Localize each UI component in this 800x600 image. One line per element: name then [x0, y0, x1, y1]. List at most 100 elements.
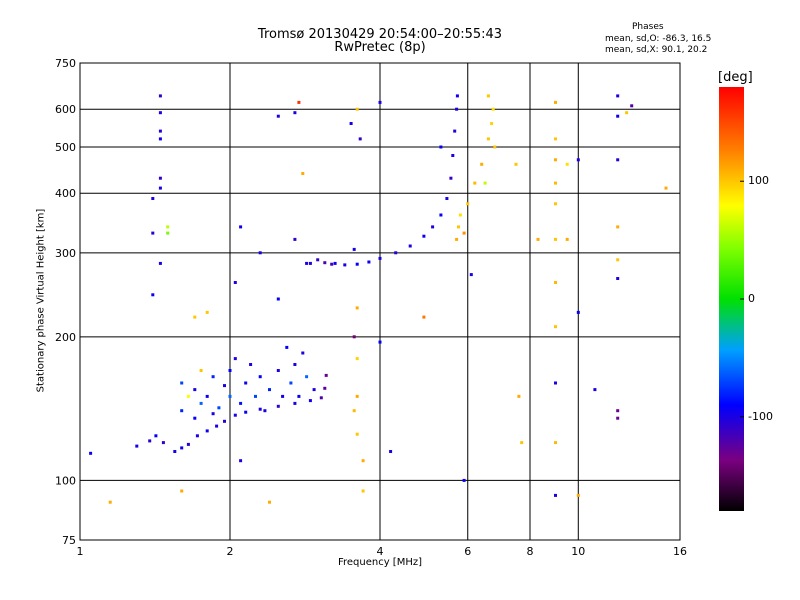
data-point [554, 281, 557, 284]
data-point [431, 225, 435, 229]
data-point [378, 100, 382, 104]
x-tick-label: 8 [527, 545, 534, 558]
data-point [361, 459, 365, 463]
data-point [517, 394, 521, 398]
data-point [297, 100, 301, 104]
phases-o-stats: mean, sd,O: -86.3, 16.5 [605, 34, 712, 44]
data-point [276, 404, 280, 408]
data-point [205, 394, 209, 398]
data-point [276, 369, 280, 372]
data-point [166, 231, 170, 235]
data-point [151, 197, 155, 200]
data-point [293, 401, 297, 405]
data-point [616, 114, 620, 118]
data-point [367, 260, 371, 264]
y-tick-label: 750 [55, 57, 76, 70]
data-point [630, 104, 634, 108]
chart-title: Tromsø 20130429 20:54:00–20:55:43 [257, 27, 503, 42]
data-point [378, 340, 382, 344]
data-point [616, 258, 620, 262]
data-point [180, 409, 184, 413]
data-point [554, 202, 557, 206]
data-point [462, 478, 466, 482]
data-point [554, 158, 557, 162]
data-point [422, 234, 426, 238]
data-point [343, 263, 347, 267]
data-point [228, 369, 232, 372]
x-tick-label: 2 [227, 545, 234, 558]
y-tick-label: 400 [55, 187, 76, 200]
grid [80, 63, 680, 540]
data-point [195, 434, 199, 438]
data-point [473, 181, 477, 185]
data-point [268, 500, 271, 504]
data-point [324, 373, 328, 377]
data-point [554, 181, 557, 185]
data-point [554, 100, 557, 104]
data-point [445, 197, 449, 200]
data-point [355, 262, 359, 266]
data-point [293, 237, 297, 241]
data-point [378, 256, 382, 260]
data-point [457, 225, 460, 229]
data-point [276, 114, 280, 118]
y-tick-label: 75 [62, 534, 76, 547]
data-point [316, 258, 320, 262]
data-point [554, 137, 557, 141]
data-point [352, 335, 356, 339]
data-point [480, 162, 484, 166]
data-point [89, 451, 93, 455]
data-point [154, 434, 158, 438]
data-point [616, 409, 620, 413]
data-point [616, 277, 620, 280]
colorbar-unit-label: [deg] [718, 70, 753, 85]
data-point [297, 394, 301, 398]
data-point [616, 225, 620, 229]
data-point [536, 237, 540, 241]
data-point [244, 410, 248, 414]
data-point [576, 493, 580, 497]
data-point [223, 384, 226, 388]
data-point [233, 413, 237, 417]
y-tick-label: 300 [55, 247, 76, 260]
data-point [593, 388, 597, 392]
data-point [281, 394, 285, 398]
data-point [616, 158, 620, 162]
data-point [408, 244, 412, 248]
data-point [355, 306, 359, 310]
data-point [349, 122, 353, 125]
data-point [554, 441, 557, 445]
data-point [158, 261, 162, 265]
data-point [211, 375, 215, 379]
data-point [258, 407, 262, 411]
data-point [205, 429, 209, 433]
data-point [616, 94, 620, 98]
data-point [258, 375, 262, 379]
data-point [263, 409, 267, 413]
data-point [453, 129, 457, 133]
data-point [285, 345, 289, 349]
data-point [166, 225, 170, 229]
data-point [616, 416, 620, 420]
data-point [186, 442, 190, 446]
data-point [491, 107, 495, 111]
data-point [158, 111, 162, 115]
data-point [486, 137, 490, 141]
data-point [199, 369, 203, 372]
chart-subtitle: RwPretec (8p) [334, 40, 426, 55]
data-point [268, 388, 271, 392]
data-point [514, 162, 518, 166]
data-point [389, 450, 393, 453]
data-point [308, 399, 312, 403]
data-point [215, 424, 219, 428]
data-point [223, 419, 226, 423]
data-point [205, 310, 209, 314]
data-point [361, 489, 365, 493]
data-point [493, 145, 497, 149]
data-point [305, 375, 309, 379]
data-point [193, 315, 197, 319]
data-point [355, 432, 359, 436]
data-point [199, 401, 203, 405]
data-point [565, 162, 569, 166]
data-point [319, 396, 323, 400]
